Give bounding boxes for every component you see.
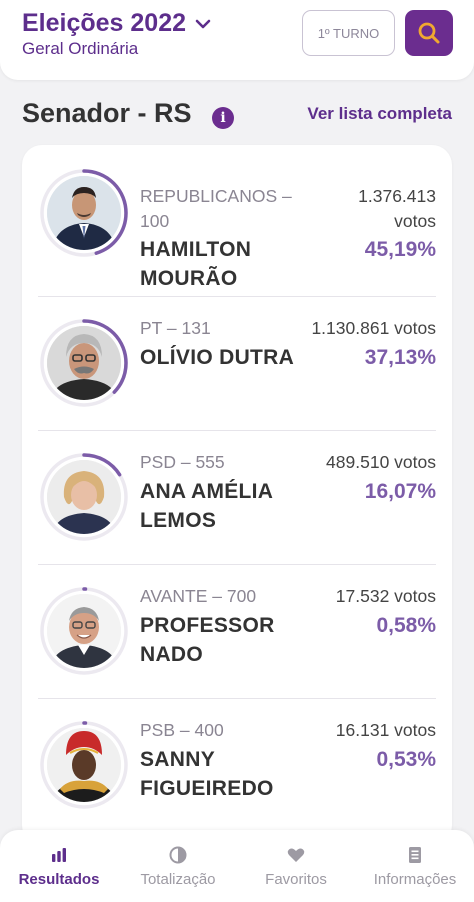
candidate-votes: 1.376.413: [358, 186, 436, 206]
candidate-percentage: 37,13%: [364, 346, 436, 369]
search-button[interactable]: [405, 10, 453, 56]
candidate-votes: 16.131 votos: [335, 720, 436, 740]
avatar: [38, 451, 130, 543]
election-title: Eleições 2022: [22, 9, 187, 37]
nav-label: Favoritos: [265, 870, 327, 888]
full-list-link[interactable]: Ver lista completa: [307, 104, 452, 123]
bar-chart-icon: [52, 847, 66, 862]
vote-share-ring: [40, 587, 128, 675]
avatar: [38, 167, 130, 259]
candidate-row[interactable]: AVANTE – 700 PROFESSOR NADO 17.532 votos…: [38, 565, 436, 699]
vote-share-ring: [40, 721, 128, 809]
candidate-party: PSD – 555: [140, 452, 225, 472]
candidate-name-line2: NADO: [140, 643, 204, 666]
avatar: [38, 317, 130, 409]
heart-icon: [287, 848, 305, 862]
candidates-card: REPUBLICANOS – 100 HAMILTON MOURÃO 1.376…: [22, 145, 452, 845]
pie-icon: [169, 846, 187, 863]
candidate-percentage: 0,58%: [376, 614, 436, 637]
search-icon: [418, 22, 440, 44]
document-icon: [409, 846, 421, 863]
candidate-row[interactable]: REPUBLICANOS – 100 HAMILTON MOURÃO 1.376…: [38, 163, 436, 297]
nav-label: Informações: [373, 870, 457, 888]
candidate-party: PT – 131: [140, 318, 211, 338]
chevron-down-icon: [195, 19, 211, 28]
candidate-name-line2: FIGUEIREDO: [140, 777, 274, 800]
candidate-percentage: 0,53%: [376, 748, 436, 771]
vote-share-ring: [40, 169, 128, 257]
top-header: Eleições 2022 Geral Ordinária 1º TURNO: [0, 0, 474, 80]
election-subtitle: Geral Ordinária: [22, 39, 139, 58]
candidate-votes-unit: votos: [394, 211, 436, 231]
candidate-row[interactable]: PT – 131 OLÍVIO DUTRA 1.130.861 votos 37…: [38, 297, 436, 431]
nav-label: Resultados: [18, 870, 100, 888]
avatar: [38, 585, 130, 677]
nav-informacoes[interactable]: Informações: [362, 830, 468, 902]
nav-totalizacao[interactable]: Totalização: [128, 830, 228, 902]
candidate-row[interactable]: PSD – 555 ANA AMÉLIA LEMOS 489.510 votos…: [38, 431, 436, 565]
info-icon[interactable]: i: [212, 107, 234, 129]
candidate-percentage: 45,19%: [364, 238, 436, 261]
election-selector[interactable]: Eleições 2022: [22, 9, 212, 38]
candidate-name-line2: MOURÃO: [140, 267, 238, 290]
candidate-party: REPUBLICANOS –: [140, 186, 292, 206]
candidate-votes: 17.532 votos: [335, 586, 436, 606]
candidate-name: SANNY: [140, 748, 216, 771]
candidate-party: PSB – 400: [140, 720, 224, 740]
candidate-name: ANA AMÉLIA: [140, 480, 274, 503]
turno-button[interactable]: 1º TURNO: [302, 10, 395, 56]
nav-label: Totalização: [140, 870, 216, 888]
candidate-votes: 489.510 votos: [326, 452, 436, 472]
vote-share-ring: [40, 319, 128, 407]
section-title: Senador - RS: [22, 98, 192, 128]
candidate-party: AVANTE – 700: [140, 586, 257, 606]
candidate-name: HAMILTON: [140, 238, 252, 261]
candidate-name: OLÍVIO DUTRA: [140, 346, 295, 369]
nav-favoritos[interactable]: Favoritos: [248, 830, 344, 902]
nav-resultados[interactable]: Resultados: [10, 830, 108, 902]
candidate-name: PROFESSOR: [140, 614, 275, 637]
candidate-percentage: 16,07%: [364, 480, 436, 503]
bottom-nav: Resultados Totalização Favoritos Informa…: [0, 830, 474, 902]
candidate-row[interactable]: PSB – 400 SANNY FIGUEIREDO 16.131 votos …: [38, 699, 436, 833]
candidate-name-line2: LEMOS: [140, 509, 217, 532]
candidate-party-number: 100: [140, 211, 170, 231]
candidate-votes: 1.130.861 votos: [311, 318, 436, 338]
avatar: [38, 719, 130, 811]
vote-share-ring: [40, 453, 128, 541]
